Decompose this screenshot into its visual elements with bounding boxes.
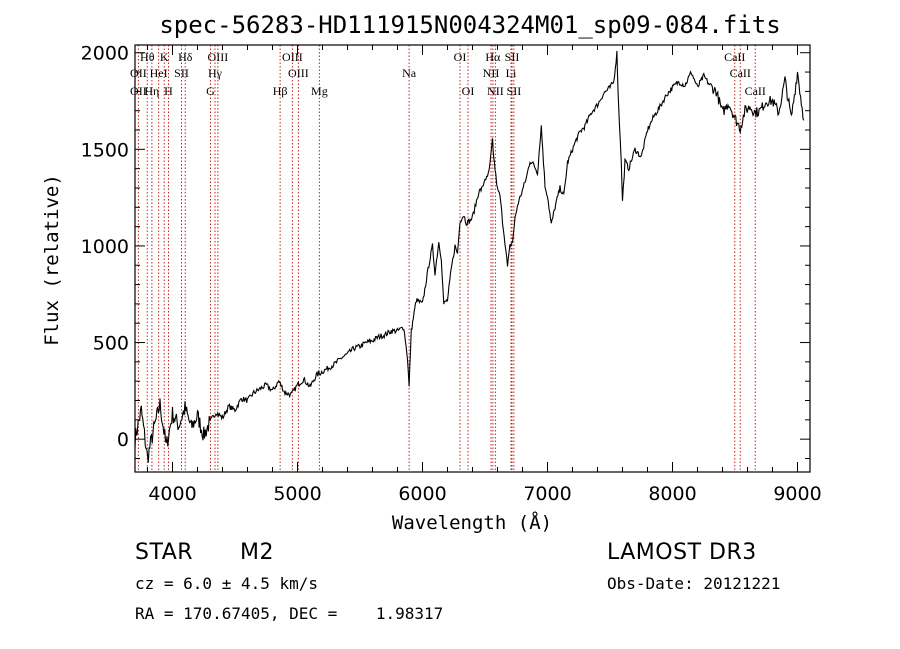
line-label: K [160,50,169,64]
redshift-velocity: cz = 6.0 ± 4.5 km/s [135,574,319,593]
line-label: Hθ [140,50,155,64]
line-label: Hη [144,84,159,98]
y-tick-label: 0 [117,429,129,451]
y-tick-label: 1000 [81,236,129,258]
line-label: SII [507,84,522,98]
observation-date: Obs-Date: 20121221 [607,574,781,593]
line-label: OIII [288,66,309,80]
line-label: CaII [730,66,751,80]
x-tick-label: 8000 [648,483,696,505]
y-tick-label: 2000 [81,43,129,65]
x-tick-label: 5000 [273,483,321,505]
x-tick-label: 6000 [398,483,446,505]
y-tick-label: 1500 [81,139,129,161]
y-axis-title: Flux (relative) [41,174,63,346]
line-label: CaII [724,50,745,64]
line-label: H [164,84,173,98]
line-label: NII [487,84,504,98]
x-tick-label: 7000 [523,483,571,505]
line-label: OI [454,50,467,64]
line-label: NII [483,66,500,80]
x-tick-label: 4000 [148,483,196,505]
emission-line-markers [137,45,756,472]
line-label: Hγ [208,66,223,80]
line-label: OIII [282,50,303,64]
line-label: OI [462,84,475,98]
survey-label: LAMOST DR3 [607,540,757,565]
line-label: HeI [150,66,168,80]
axis-tick-labels: 4000 5000 6000 7000 8000 9000 0 500 1000 1500 2000 [81,43,822,505]
line-label: OIII [208,50,229,64]
line-label: CaII [745,84,766,98]
line-label: Hα [485,50,501,64]
line-label: Hδ [178,50,193,64]
spectrum-line [134,50,805,463]
object-class: STAR [135,540,194,565]
line-label: Na [402,66,417,80]
line-label: Li [506,66,517,80]
object-subclass: M2 [240,540,274,565]
x-tick-label: 9000 [773,483,821,505]
axis-ticks [135,45,810,472]
line-label: SII [174,66,189,80]
line-label: Mg [311,84,328,98]
line-label: G [206,84,215,98]
line-label: OII [130,66,147,80]
line-label: SII [505,50,520,64]
coordinates: RA = 170.67405, DEC = 1.98317 [135,604,444,623]
line-label: Hβ [273,84,288,98]
chart-title: spec-56283-HD111915N004324M01_sp09-084.f… [159,11,780,39]
x-axis-title: Wavelength (Å) [392,511,552,534]
y-tick-label: 500 [93,333,129,355]
